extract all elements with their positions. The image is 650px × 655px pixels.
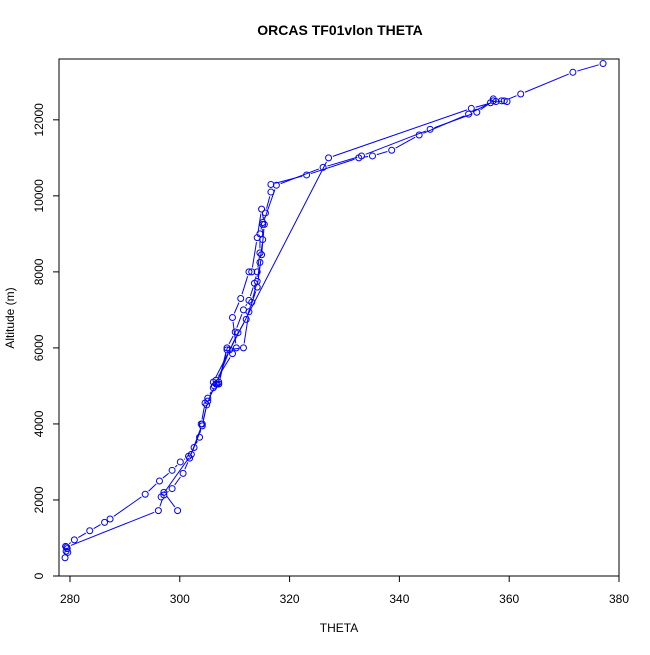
x-tick-label: 380 xyxy=(609,592,629,606)
data-point xyxy=(259,206,265,212)
y-tick-label: 6000 xyxy=(32,334,46,361)
x-tick-label: 320 xyxy=(280,592,300,606)
chart-title: ORCAS TF01vlon THETA xyxy=(257,22,422,38)
data-point xyxy=(169,467,175,473)
series-line-segment xyxy=(258,214,261,234)
series-line-segment xyxy=(78,533,86,538)
data-series xyxy=(158,96,504,514)
data-point xyxy=(169,486,175,492)
data-point xyxy=(87,528,93,534)
y-tick-label: 10000 xyxy=(32,179,46,213)
y-tick-label: 8000 xyxy=(32,258,46,285)
data-point xyxy=(142,491,148,497)
x-tick-label: 340 xyxy=(389,592,409,606)
data-point xyxy=(389,147,395,153)
y-tick-label: 4000 xyxy=(32,410,46,437)
data-point xyxy=(102,519,108,525)
series-line-segment xyxy=(215,162,326,378)
series-line-segment xyxy=(184,459,185,460)
series-line-segment xyxy=(167,496,175,507)
series-line-segment xyxy=(333,110,467,156)
series-line-segment xyxy=(175,465,177,467)
x-tick-label: 360 xyxy=(499,592,519,606)
series-line-segment xyxy=(250,288,253,297)
plot-frame xyxy=(59,59,619,576)
data-point xyxy=(369,153,375,159)
series-line-segment xyxy=(114,497,142,517)
y-tick-label: 12000 xyxy=(32,103,46,137)
series-line-segment xyxy=(163,473,169,478)
series-line-segment xyxy=(264,189,275,220)
series-line-segment xyxy=(175,477,181,485)
series-line-segment xyxy=(69,543,71,544)
data-point xyxy=(518,91,524,97)
data-point xyxy=(177,459,183,465)
data-point xyxy=(71,537,77,543)
data-series xyxy=(64,98,510,556)
series-line-segment xyxy=(167,491,168,492)
data-point xyxy=(326,155,332,161)
x-axis: 280 300 320 340 360 380 xyxy=(60,576,629,606)
data-point xyxy=(180,470,186,476)
series-line-segment xyxy=(237,314,242,328)
data-point xyxy=(570,69,576,75)
y-axis-label: Altitude (m) xyxy=(3,287,17,348)
series-layer xyxy=(62,61,606,561)
y-tick-label: 0 xyxy=(32,572,46,579)
data-point xyxy=(156,478,162,484)
data-point xyxy=(155,508,161,514)
series-line-segment xyxy=(242,276,248,294)
data-point xyxy=(175,508,181,514)
data-point xyxy=(233,345,239,351)
series-line-segment xyxy=(508,96,516,99)
series-line-segment xyxy=(434,114,472,128)
data-point xyxy=(240,345,246,351)
series-line-segment xyxy=(311,159,355,173)
series-line-segment xyxy=(246,304,247,306)
y-axis: 0 2000 4000 6000 8000 10000 12000 xyxy=(32,103,59,580)
x-tick-label: 280 xyxy=(60,592,80,606)
x-tick-label: 300 xyxy=(170,592,190,606)
series-line-segment xyxy=(577,65,599,71)
data-series xyxy=(62,61,606,561)
series-line-segment xyxy=(258,257,259,267)
series-line-segment xyxy=(229,336,233,344)
data-point xyxy=(600,61,606,67)
series-line-segment xyxy=(525,74,569,92)
series-line-segment xyxy=(377,152,388,155)
series-line-segment xyxy=(148,484,156,491)
data-point xyxy=(238,295,244,301)
series-line-segment xyxy=(234,303,239,314)
x-axis-label: THETA xyxy=(320,621,358,635)
data-point xyxy=(107,516,113,522)
data-point xyxy=(468,105,474,111)
data-point xyxy=(229,315,235,321)
series-line-segment xyxy=(252,242,256,267)
y-tick-label: 2000 xyxy=(32,486,46,513)
series-line-segment xyxy=(94,525,101,529)
series-line-segment xyxy=(281,169,319,184)
